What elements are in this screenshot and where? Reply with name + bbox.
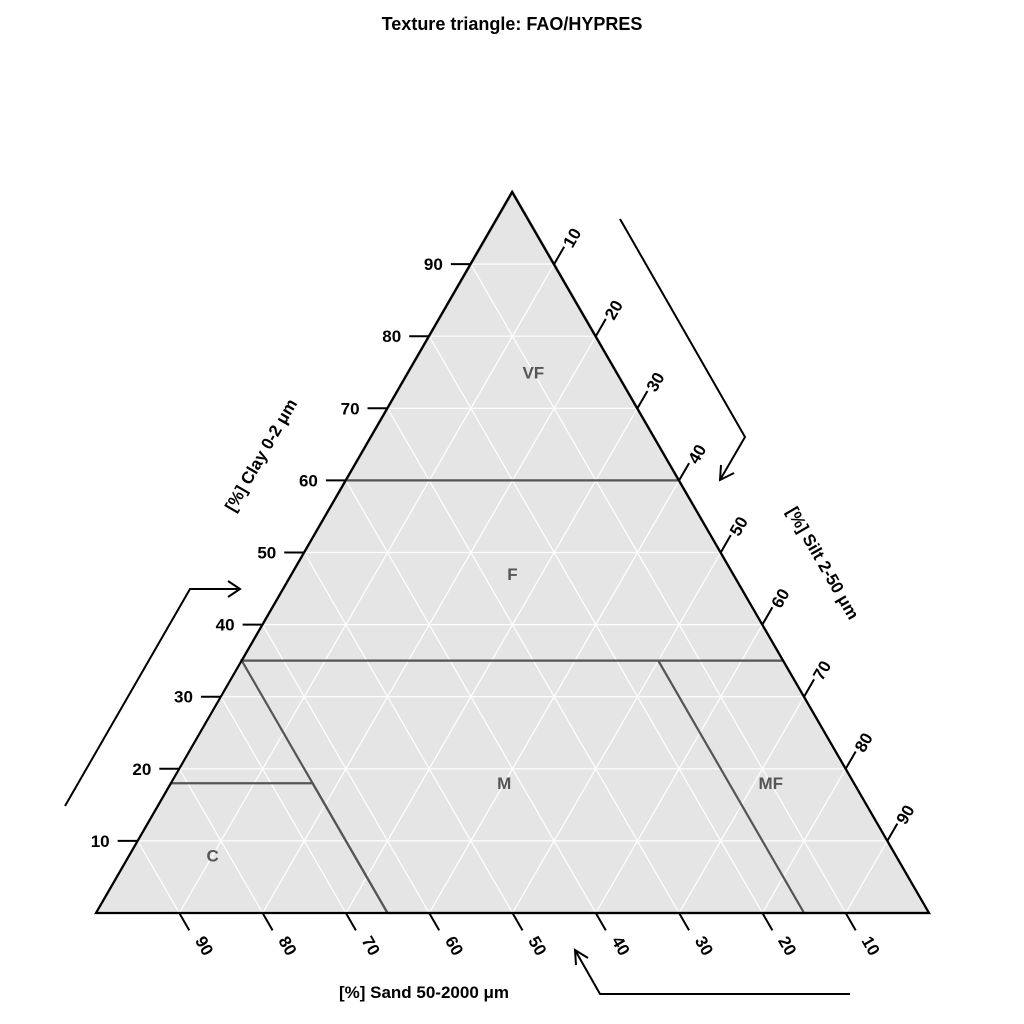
grid-line-sand-50 — [303, 552, 514, 914]
silt-direction-arrow — [619, 218, 747, 481]
sand-tick-label-70: 70 — [358, 933, 384, 959]
sand-tick-label-80: 80 — [274, 933, 300, 959]
class-label-c: C — [206, 846, 218, 865]
sand-tick-60 — [428, 912, 441, 931]
clay-axis-title: [%] Clay 0-2 μm — [221, 396, 301, 515]
clay-tick-label-30: 30 — [174, 688, 193, 707]
sand-tick-90 — [178, 912, 191, 931]
class-label-mf: MF — [758, 774, 783, 793]
silt-arrow-head — [718, 464, 735, 482]
chart-title: Texture triangle: FAO/HYPRES — [382, 14, 643, 34]
sand-arrow-head — [573, 948, 589, 966]
clay-tick-label-70: 70 — [341, 399, 360, 418]
sand-tick-70 — [345, 912, 357, 931]
silt-tick-60 — [761, 606, 774, 626]
sand-tick-label-10: 10 — [858, 933, 884, 959]
sand-tick-label-60: 60 — [441, 933, 467, 959]
sand-tick-label-40: 40 — [608, 933, 634, 959]
grid-line-silt-60 — [595, 624, 763, 914]
grid-line-sand-80 — [178, 768, 264, 914]
sand-tick-50 — [511, 912, 524, 931]
sand-tick-30 — [678, 912, 690, 931]
sand-tick-label-90: 90 — [191, 933, 217, 959]
sand-tick-label-50: 50 — [524, 933, 550, 959]
clay-tick-label-50: 50 — [257, 544, 276, 563]
silt-tick-80 — [844, 750, 857, 770]
sand-tick-40 — [594, 912, 607, 931]
class-label-vf: VF — [522, 363, 544, 382]
grid-line-sand-70 — [220, 696, 347, 914]
grid-line-silt-50 — [511, 552, 722, 914]
clay-tick-label-20: 20 — [132, 760, 151, 779]
clay-tick-label-60: 60 — [299, 471, 318, 490]
clay-direction-arrow — [64, 588, 240, 807]
sand-tick-10 — [844, 912, 857, 931]
clay-tick-label-10: 10 — [91, 832, 110, 851]
grid-line-sand-90 — [137, 840, 180, 914]
grid-line-silt-80 — [761, 768, 847, 914]
clay-arrow-head — [227, 580, 242, 598]
grid-line-sand-60 — [262, 624, 430, 914]
clay-tick-label-90: 90 — [424, 255, 443, 274]
silt-tick-50 — [719, 534, 732, 554]
silt-axis-title: [%] Silt 2-50 μm — [783, 504, 863, 623]
sand-tick-label-20: 20 — [774, 933, 800, 959]
silt-tick-90 — [886, 823, 899, 842]
silt-tick-40 — [678, 462, 690, 481]
sand-direction-arrow — [574, 949, 850, 995]
silt-tick-20 — [594, 318, 607, 337]
sand-tick-80 — [261, 912, 274, 931]
sand-axis-title: [%] Sand 50-2000 μm — [339, 983, 509, 1002]
sand-tick-label-30: 30 — [691, 933, 717, 959]
silt-tick-10 — [553, 246, 566, 265]
class-label-m: M — [497, 774, 511, 793]
clay-tick-label-40: 40 — [216, 616, 235, 635]
grid-line-sand-10 — [470, 263, 847, 914]
grid-line-silt-10 — [178, 263, 555, 914]
silt-tick-30 — [636, 390, 649, 409]
sand-tick-20 — [761, 912, 774, 931]
grid-line-silt-90 — [845, 840, 888, 914]
silt-tick-70 — [803, 678, 815, 698]
class-label-f: F — [507, 565, 517, 584]
clay-tick-label-80: 80 — [382, 327, 401, 346]
